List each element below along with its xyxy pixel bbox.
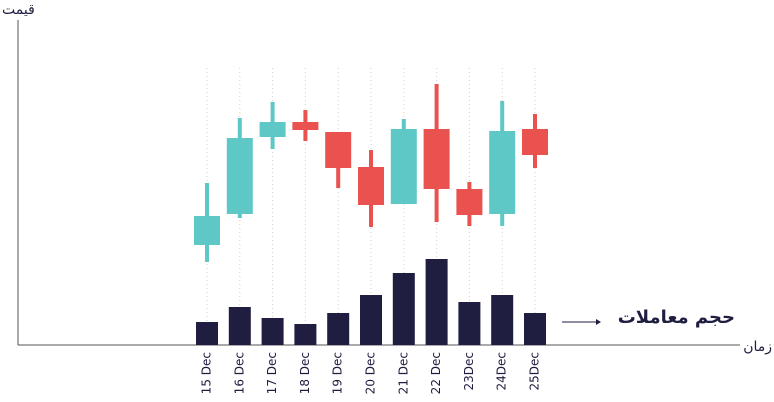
x-tick-label: 20 Dec — [364, 352, 378, 394]
volume-bar — [228, 307, 251, 345]
candle-body — [358, 167, 384, 205]
candle-body — [423, 129, 450, 189]
x-tick-label: 18 Dec — [298, 352, 312, 394]
x-tick-label: 22 Dec — [429, 352, 443, 394]
x-tick-label: 21 Dec — [396, 352, 410, 394]
x-tick-label: 19 Dec — [331, 352, 345, 394]
x-tick-label: 15 Dec — [200, 352, 214, 394]
candle-body — [456, 189, 483, 215]
x-tick-label: 23Dec — [462, 352, 476, 391]
volume-bar — [294, 324, 317, 345]
candle-body — [292, 122, 319, 130]
volume-bar — [524, 313, 546, 345]
volume-bar — [261, 318, 284, 345]
y-axis-label: قیمت — [2, 2, 35, 18]
candle-body — [194, 216, 220, 245]
volume-bar — [425, 259, 448, 345]
x-axis-label: زمان — [743, 339, 772, 355]
x-tick-label: 16 Dec — [232, 352, 246, 394]
x-tick-label: 24Dec — [495, 352, 509, 391]
volume-bar — [458, 302, 481, 345]
candle-body — [489, 131, 516, 214]
volume-bar — [392, 273, 415, 345]
x-tick-label: 17 Dec — [265, 352, 279, 394]
x-tick-label: 25Dec — [528, 352, 542, 391]
candle-body — [522, 129, 548, 155]
volume-bar — [196, 322, 218, 345]
volume-bar — [491, 295, 514, 345]
volume-bar — [360, 295, 382, 345]
candle-body — [226, 138, 253, 214]
volume-arrow-head — [596, 319, 601, 325]
candle-body — [325, 132, 352, 168]
volume-bar — [327, 313, 350, 345]
candle-body — [390, 129, 417, 204]
candle-body — [259, 122, 286, 137]
volume-label: حجم معاملات — [618, 307, 735, 328]
